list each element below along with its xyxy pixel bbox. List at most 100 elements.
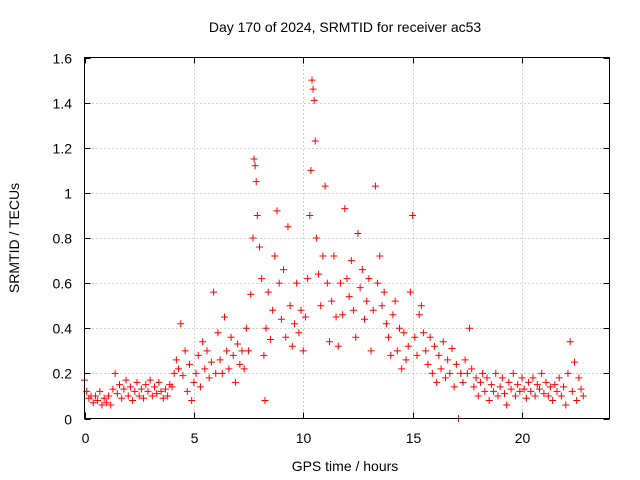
data-point <box>428 369 436 377</box>
x-tick-label: 5 <box>191 430 199 446</box>
x-tick-label: 0 <box>82 430 90 446</box>
data-point <box>369 306 377 314</box>
data-point <box>307 166 315 174</box>
data-point <box>472 374 480 382</box>
data-points <box>81 76 587 422</box>
data-point <box>205 374 213 382</box>
data-point <box>107 401 115 409</box>
data-point <box>498 374 506 382</box>
data-point <box>481 387 489 395</box>
data-point <box>264 288 272 296</box>
data-point <box>450 383 458 391</box>
data-point <box>393 347 401 355</box>
data-point <box>315 270 323 278</box>
data-point <box>172 356 180 364</box>
data-point <box>116 381 123 389</box>
data-point <box>402 356 410 364</box>
data-point <box>400 329 408 337</box>
data-point <box>546 383 554 391</box>
data-point <box>247 290 255 298</box>
data-point <box>343 275 351 283</box>
data-point <box>529 374 537 382</box>
data-point <box>301 313 309 321</box>
data-point <box>446 369 454 377</box>
data-point <box>441 374 449 382</box>
data-point <box>459 378 467 386</box>
data-point <box>192 369 200 377</box>
data-point <box>306 211 314 219</box>
data-point <box>439 338 447 346</box>
data-point <box>531 392 539 400</box>
x-tick-label: 20 <box>515 430 531 446</box>
data-point <box>382 320 390 328</box>
data-point <box>137 385 145 393</box>
data-point <box>461 356 469 364</box>
data-point <box>365 275 373 283</box>
data-point <box>378 302 386 310</box>
data-point <box>330 252 338 260</box>
data-point <box>311 137 319 145</box>
data-point <box>509 369 517 377</box>
data-point <box>175 365 183 373</box>
data-point <box>431 342 438 350</box>
y-tick-label: 1.2 <box>53 141 73 157</box>
data-point <box>157 387 165 395</box>
y-tick-label: 0 <box>64 412 72 428</box>
data-point <box>516 387 524 395</box>
data-point <box>396 324 403 332</box>
data-point <box>470 383 478 391</box>
data-point <box>398 365 406 373</box>
x-tick-labels: 0 5 10 15 20 <box>82 430 531 446</box>
data-point <box>159 394 167 402</box>
data-point <box>170 369 178 377</box>
data-point <box>557 392 565 400</box>
data-point <box>479 369 487 377</box>
data-point <box>113 390 121 398</box>
data-point <box>426 333 434 341</box>
data-point <box>273 207 281 215</box>
data-point <box>133 378 141 386</box>
data-point <box>350 306 358 314</box>
data-point <box>309 85 317 93</box>
data-point <box>433 378 441 386</box>
data-point <box>304 275 312 283</box>
data-point <box>256 243 263 251</box>
data-point <box>131 387 139 395</box>
data-point <box>492 369 500 377</box>
y-tick-label: 0.2 <box>53 366 73 382</box>
data-point <box>503 401 511 409</box>
data-point <box>148 392 156 400</box>
data-point <box>562 401 570 409</box>
data-point <box>249 234 257 242</box>
data-point <box>457 369 465 377</box>
data-point <box>496 383 504 391</box>
data-point <box>214 329 222 337</box>
data-point <box>336 279 344 287</box>
data-point <box>468 365 476 373</box>
data-point <box>186 360 193 368</box>
data-point <box>216 356 224 364</box>
data-point <box>485 396 493 404</box>
data-point <box>409 211 417 219</box>
y-axis-label: SRMTID / TECUs <box>6 183 22 293</box>
data-point <box>288 342 296 350</box>
y-tick-label: 1.4 <box>53 96 73 112</box>
y-tick-label: 1.6 <box>53 51 73 67</box>
data-point <box>275 279 283 287</box>
data-point <box>183 387 191 395</box>
data-point <box>415 311 423 319</box>
data-point <box>424 360 432 368</box>
data-point <box>94 396 102 404</box>
data-point <box>538 369 546 377</box>
data-point <box>573 396 581 404</box>
data-point <box>181 347 189 355</box>
data-point <box>252 178 260 186</box>
data-point <box>155 378 163 386</box>
data-point <box>98 401 106 409</box>
data-point <box>540 390 548 398</box>
data-point <box>466 324 473 332</box>
data-point <box>120 385 128 393</box>
data-point <box>328 297 336 305</box>
y-tick-label: 1 <box>64 186 72 202</box>
data-point <box>413 351 421 359</box>
